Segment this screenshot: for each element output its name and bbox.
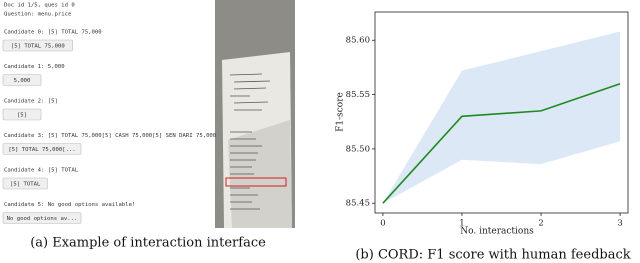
candidate-button[interactable] <box>2 177 48 190</box>
candidate-label: Candidate 4: [5] TOTAL <box>4 168 79 174</box>
candidate-button-text[interactable]: 5,000 <box>14 78 31 84</box>
y-axis-label: F1-score <box>336 92 346 132</box>
y-tick-label: 85.55 <box>346 90 370 100</box>
candidate-label: Candidate 5: No good options available! <box>4 202 135 208</box>
x-tick-label: 3 <box>617 219 622 229</box>
candidate-button-text[interactable]: [5] TOTAL <box>10 181 41 187</box>
candidate-label: Candidate 2: [5] <box>4 99 58 105</box>
candidate-button[interactable] <box>2 143 82 155</box>
candidate-label: Candidate 1: 5,000 <box>4 64 65 70</box>
candidate-button-text[interactable]: No good options av... <box>7 216 78 222</box>
candidate-label: Candidate 3: [5] TOTAL 75,000[5] CASH 75… <box>4 133 216 139</box>
candidate-label: Candidate 0: [5] TOTAL 75,000 <box>4 30 102 36</box>
y-tick-label: 85.45 <box>346 199 370 209</box>
caption-b: (b) CORD: F1 score with human feedback <box>355 248 630 263</box>
x-tick-label: 1 <box>459 219 464 229</box>
candidate-button-text[interactable]: [5] <box>17 112 27 118</box>
y-tick-label: 85.50 <box>346 144 370 154</box>
line-series <box>382 82 621 204</box>
x-tick-label: 2 <box>538 219 543 229</box>
header-line: Question: menu.price <box>4 12 72 18</box>
x-tick-label: 0 <box>380 219 385 229</box>
candidate-button[interactable] <box>2 212 82 224</box>
receipt-image <box>215 0 295 228</box>
candidate-button-text[interactable]: [5] TOTAL 75,000[... <box>8 147 75 153</box>
x-axis-label: No. interactions <box>460 227 534 237</box>
candidate-button[interactable] <box>2 74 42 86</box>
candidate-button-text[interactable]: [5] TOTAL 75,000 <box>11 43 65 49</box>
plot-frame <box>374 11 629 214</box>
confidence-band <box>382 31 621 204</box>
candidate-button[interactable] <box>2 39 73 52</box>
caption-a: (a) Example of interaction interface <box>30 236 266 251</box>
y-tick-label: 85.60 <box>346 36 370 46</box>
header-line: Doc id 1/5, ques id 0 <box>4 3 75 9</box>
candidate-button[interactable] <box>2 108 42 121</box>
